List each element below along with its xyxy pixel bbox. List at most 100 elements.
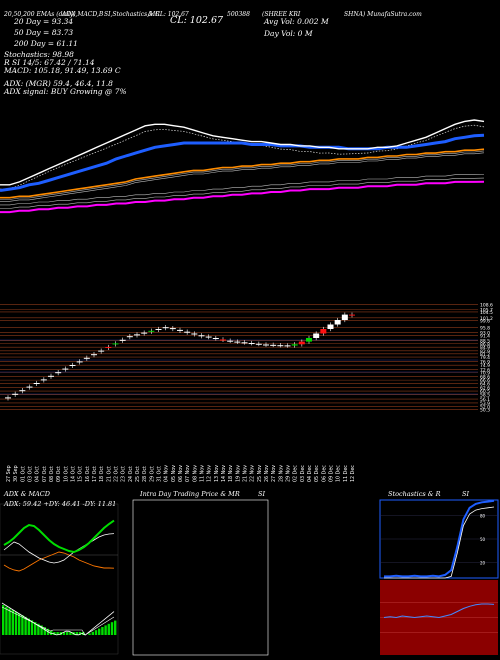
y-tick-label: 68.6 [480,375,490,381]
candle-body [148,330,155,332]
y-tick-label: 88.5 [480,339,490,345]
candle-body [248,343,255,345]
header-title-5: 500388 [227,11,250,18]
x-tick-label: 07 Nov [185,465,191,482]
macd-hist-bar [14,611,18,635]
x-tick-label: 11 Nov [200,465,206,482]
candle-panel [5,312,355,401]
x-tick-label: 15 Oct [78,466,84,482]
x-tick-label: 22 Oct [114,466,120,482]
stoch-level-label: 50 [480,537,486,542]
adx-line [3,519,115,554]
candle-grid [0,304,478,410]
macd-hist-bar [27,618,30,635]
x-tick-label: 05 Nov [171,465,177,482]
y-tick-label: 52.0 [480,404,490,410]
stoch-level-label: 20 [480,560,486,565]
x-tick-label: 14 Oct [71,466,77,482]
macd-hist-bar [18,613,21,635]
candle-body [91,354,97,356]
macd-hist-bar [34,622,37,635]
candle-body [334,320,341,325]
candle-body [12,393,19,395]
candle-body [263,344,269,346]
y-tick-label: 60.5 [480,389,490,395]
x-tick-label: 03 Dec [300,465,306,482]
header-title-3: SI,Stochastics,MR [104,11,160,18]
header-title-1: 20,50,200 EMAs (daily) [4,11,76,18]
x-tick-label: 12 Dec [350,465,356,482]
x-tick-label: 21 Oct [106,466,112,482]
y-tick-label: 82.9 [480,349,490,355]
y-tick-label: 91.4 [480,333,490,339]
day-volume: Day Vol: 0 M [264,29,313,38]
x-tick-label: 13 Nov [214,465,220,482]
candle-body [105,347,112,348]
x-axis-labels: 27 Sep 30 Sep 01 Oct 03 Oct 04 Oct 07 Oct 08 O… [6,465,356,482]
x-tick-label: 05 Dec [314,465,320,482]
x-tick-label: 07 Oct [42,466,48,482]
x-tick-label: 04 Dec [307,465,313,482]
candle-body [184,331,191,333]
candle-body [48,375,54,377]
ema50-line [0,148,485,199]
macd-hist-bar [50,630,53,635]
candle-body [169,328,176,330]
x-tick-label: 17 Oct [92,466,98,482]
y-tick-label: 70.9 [480,370,490,376]
x-tick-label: 27 Sep [6,465,12,482]
x-tick-label: 09 Dec [329,465,335,482]
candle-body [191,333,198,335]
x-tick-label: 25 Oct [135,466,141,482]
candle-body [98,350,105,352]
candle-body [76,361,83,363]
x-tick-label: 26 Nov [264,465,270,482]
macd-readout: MACD: 105.18, 91.49, 13.69 C [4,66,121,75]
macd-line [1,602,115,636]
candle-body [177,329,183,331]
macd-hist-bar [101,627,104,635]
ema20-line [0,133,485,192]
header-title-4: & CL: 102.67 [148,11,189,18]
x-tick-label: 09 Oct [56,466,62,482]
y-tick-label: 76.9 [480,360,490,366]
minus-dy-line [3,551,115,572]
y-tick-label: 66.6 [480,378,490,384]
adx-values: ADX: 59.42 +DY: 46.41 -DY: 11.81 [4,500,117,508]
candle-body [341,314,348,320]
candle-body [40,379,47,381]
macd-hist-bar [11,610,14,635]
y-tick-label: 64.6 [480,382,490,388]
candle-body [270,344,277,346]
close-price: CL: 102.67 [170,15,224,26]
x-tick-label: 29 Nov [286,465,292,482]
candle-body [205,336,212,338]
y-axis-labels: 108.6105.7104.5101.299.695.893.091.488.5… [480,303,493,414]
macd-hist-bar [8,608,11,635]
candle-body [198,335,205,337]
avg-volume: Avg Vol: 0.002 M [264,17,329,26]
candle-body [112,343,119,345]
macd-hist-bar [24,616,27,635]
macd-hist-bar [98,628,101,635]
stoch-line [384,499,495,578]
macd-hist-bar [110,622,114,635]
y-tick-label: 72.6 [480,367,490,373]
stoch-rsi-panel: 20 50 80 [379,499,499,655]
x-tick-label: 08 Oct [49,466,55,482]
macd-hist-bar [2,605,5,635]
x-tick-label: 27 Nov [271,465,277,482]
macd-hist-bar [78,632,82,635]
header-title-6: (SHREE KRI [262,11,301,18]
candle-body [306,338,312,342]
macd-hist-bar [94,630,98,635]
ema-envelope-2 [0,177,485,209]
y-tick-label: 95.8 [480,326,490,332]
y-tick-label: 56.1 [480,397,490,403]
candle-body [69,365,76,366]
x-tick-label: 24 Oct [128,466,134,482]
x-tick-label: 16 Oct [85,466,91,482]
x-tick-label: 29 Oct [149,466,155,482]
adx-signal: ADX signal: BUY Growing @ 7% [4,87,127,96]
